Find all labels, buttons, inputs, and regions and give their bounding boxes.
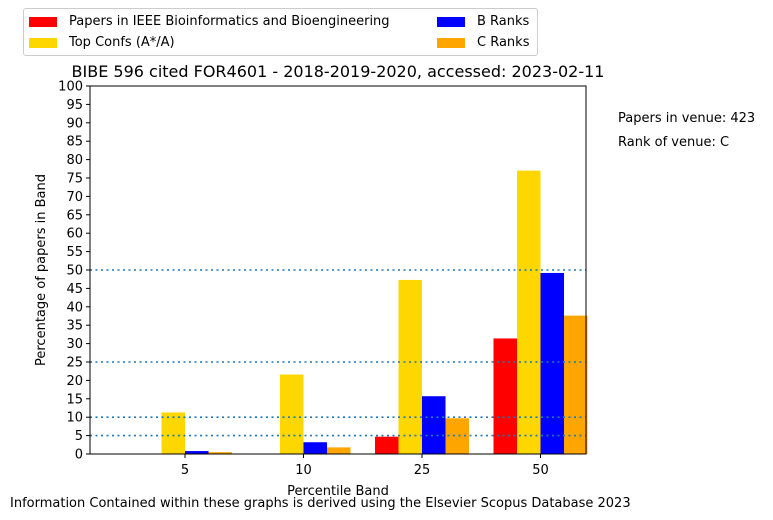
bar-top-confs-a-a--25 — [398, 279, 422, 454]
x-tick-label: 25 — [414, 463, 431, 478]
x-tick-label: 50 — [532, 463, 549, 478]
bar-top-confs-a-a--50 — [517, 170, 541, 454]
legend-label: B Ranks — [477, 14, 530, 29]
y-tick-label: 5 — [75, 429, 83, 444]
chart-title: BIBE 596 cited FOR4601 - 2018-2019-2020,… — [72, 62, 605, 81]
y-tick-label: 15 — [66, 392, 83, 407]
x-tick-label: 5 — [181, 463, 189, 478]
y-tick-label: 45 — [66, 282, 83, 297]
x-tick-label: 10 — [295, 463, 312, 478]
bar-b-ranks-5 — [185, 451, 209, 454]
y-axis-label: Percentage of papers in Band — [34, 174, 49, 366]
plot-frame — [89, 85, 587, 455]
x-axis-label: Percentile Band — [287, 484, 389, 499]
y-tick-label: 0 — [75, 448, 83, 463]
y-tick-label: 40 — [66, 300, 83, 315]
bar-top-confs-a-a--5 — [161, 412, 185, 454]
bar-c-ranks-5 — [208, 452, 232, 454]
bar-papers-in-ieee-bioinformatics-and-bioengineering-50 — [493, 338, 517, 454]
data-source-footer: Information Contained within these graph… — [10, 496, 631, 511]
bar-b-ranks-25 — [422, 396, 446, 454]
bar-top-confs-a-a--10 — [280, 374, 304, 454]
y-tick-label: 65 — [66, 208, 83, 223]
legend-label: Papers in IEEE Bioinformatics and Bioeng… — [69, 14, 390, 29]
rank-of-venue-note: Rank of venue: C — [618, 135, 730, 150]
legend-label: Top Confs (A*/A) — [69, 35, 175, 50]
y-tick-label: 75 — [66, 172, 83, 187]
papers-in-venue-note: Papers in venue: 423 — [618, 111, 756, 126]
y-tick-label: 30 — [66, 337, 83, 352]
y-tick-label: 25 — [66, 356, 83, 371]
y-tick-label: 80 — [66, 153, 83, 168]
y-tick-label: 35 — [66, 319, 83, 334]
legend-swatch-b-ranks — [437, 17, 465, 27]
y-tick-label: 90 — [66, 116, 83, 131]
bar-b-ranks-10 — [303, 442, 327, 454]
bar-c-ranks-25 — [445, 418, 469, 454]
y-tick-label: 60 — [66, 227, 83, 242]
bar-c-ranks-50 — [564, 315, 588, 454]
y-tick-label: 50 — [66, 264, 83, 279]
y-tick-label: 20 — [66, 374, 83, 389]
y-tick-label: 100 — [58, 80, 83, 95]
chart-legend: Papers in IEEE Bioinformatics and Bioeng… — [23, 8, 538, 56]
legend-swatch-top-confs — [29, 38, 57, 48]
y-tick-label: 85 — [66, 135, 83, 150]
bar-c-ranks-10 — [327, 447, 351, 454]
y-tick-label: 95 — [66, 98, 83, 113]
legend-label: C Ranks — [477, 35, 530, 50]
legend-swatch-c-ranks — [437, 38, 465, 48]
y-tick-label: 70 — [66, 190, 83, 205]
legend-swatch-ieee — [29, 17, 57, 27]
bar-papers-in-ieee-bioinformatics-and-bioengineering-25 — [375, 436, 399, 454]
y-tick-label: 55 — [66, 245, 83, 260]
bar-b-ranks-50 — [540, 272, 564, 454]
y-tick-label: 10 — [66, 411, 83, 426]
